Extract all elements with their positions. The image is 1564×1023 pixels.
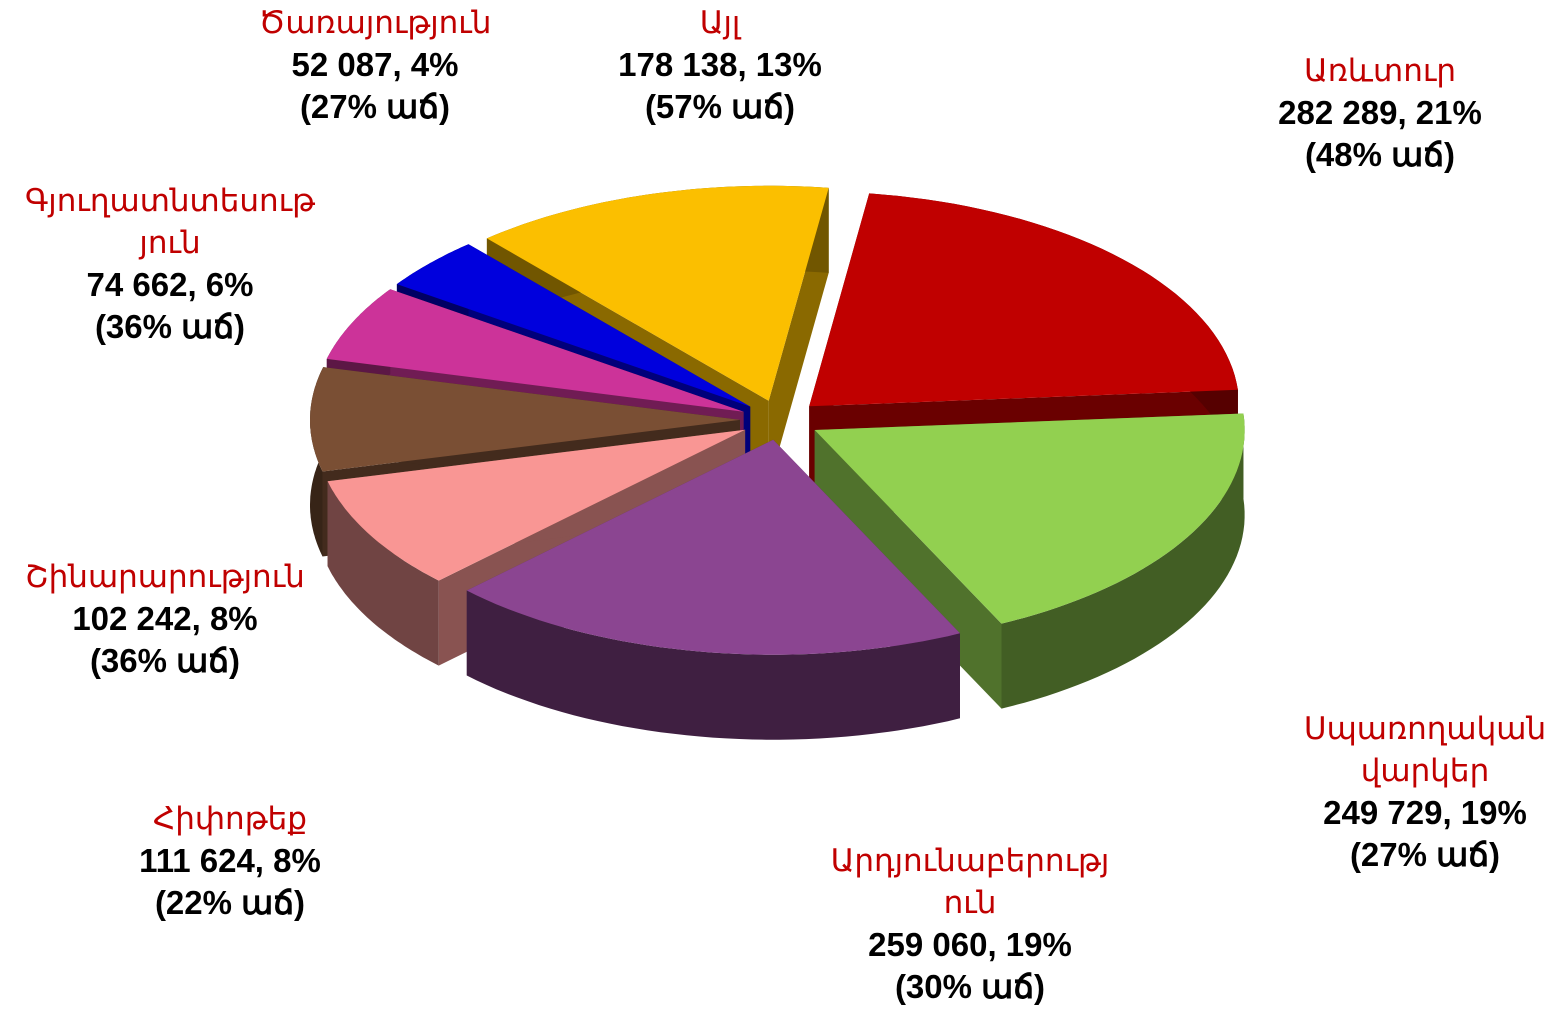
value-label: 282 289, 21% xyxy=(1278,94,1482,131)
slice-label: Արդյունաբերությ ուն 259 060, 19% (30% աճ) xyxy=(770,840,1170,1008)
slice xyxy=(466,439,960,655)
value-label: 74 662, 6% xyxy=(86,266,254,303)
category-label: Առևտուր xyxy=(1304,53,1456,89)
value-label: 178 138, 13% xyxy=(618,46,822,83)
value-label: 52 087, 4% xyxy=(291,46,459,83)
slice xyxy=(326,289,744,412)
growth-label: (30% աճ) xyxy=(894,968,1046,1005)
slice xyxy=(809,193,1238,407)
value-label: 111 624, 8% xyxy=(139,842,321,879)
slice xyxy=(486,185,829,401)
slice-label: Ծառայություն 52 087, 4% (27% աճ) xyxy=(175,2,575,128)
category-label: Արդյունաբերությ ուն xyxy=(830,843,1110,921)
slice-label: Շինարարություն 102 242, 8% (36% աճ) xyxy=(0,556,365,682)
growth-label: (48% աճ) xyxy=(1304,136,1456,173)
category-label: Գյուղատնտեսութ յուն xyxy=(24,183,316,261)
slice xyxy=(396,244,751,407)
slice-wall xyxy=(1001,413,1245,709)
value-label: 102 242, 8% xyxy=(72,600,258,637)
slice-label: Առևտուր 282 289, 21% (48% աճ) xyxy=(1180,50,1564,176)
growth-label: (27% աճ) xyxy=(1349,836,1501,873)
growth-label: (36% աճ) xyxy=(89,642,241,679)
value-label: 259 060, 19% xyxy=(868,926,1072,963)
slice-label: Այլ 178 138, 13% (57% աճ) xyxy=(520,2,920,128)
category-label: Սպառողական վարկեր xyxy=(1303,711,1547,789)
slice xyxy=(814,413,1245,624)
growth-label: (22% աճ) xyxy=(154,884,306,921)
value-label: 249 729, 19% xyxy=(1323,794,1527,831)
slice-label: Գյուղատնտեսութ յուն 74 662, 6% (36% աճ) xyxy=(0,180,370,348)
slice-wall xyxy=(327,481,439,666)
category-label: Շինարարություն xyxy=(25,559,305,595)
category-label: Այլ xyxy=(699,5,741,41)
slice xyxy=(310,367,740,472)
category-label: Հիփոթեք xyxy=(153,801,307,837)
growth-label: (57% աճ) xyxy=(644,88,796,125)
slice-label: Հիփոթեք 111 624, 8% (22% աճ) xyxy=(30,798,430,924)
slice-wall xyxy=(466,590,960,740)
category-label: Ծառայություն xyxy=(258,5,492,41)
growth-label: (36% աճ) xyxy=(94,308,246,345)
slice-label: Սպառողական վարկեր 249 729, 19% (27% աճ) xyxy=(1225,708,1564,876)
growth-label: (27% աճ) xyxy=(299,88,451,125)
slice xyxy=(327,429,746,581)
